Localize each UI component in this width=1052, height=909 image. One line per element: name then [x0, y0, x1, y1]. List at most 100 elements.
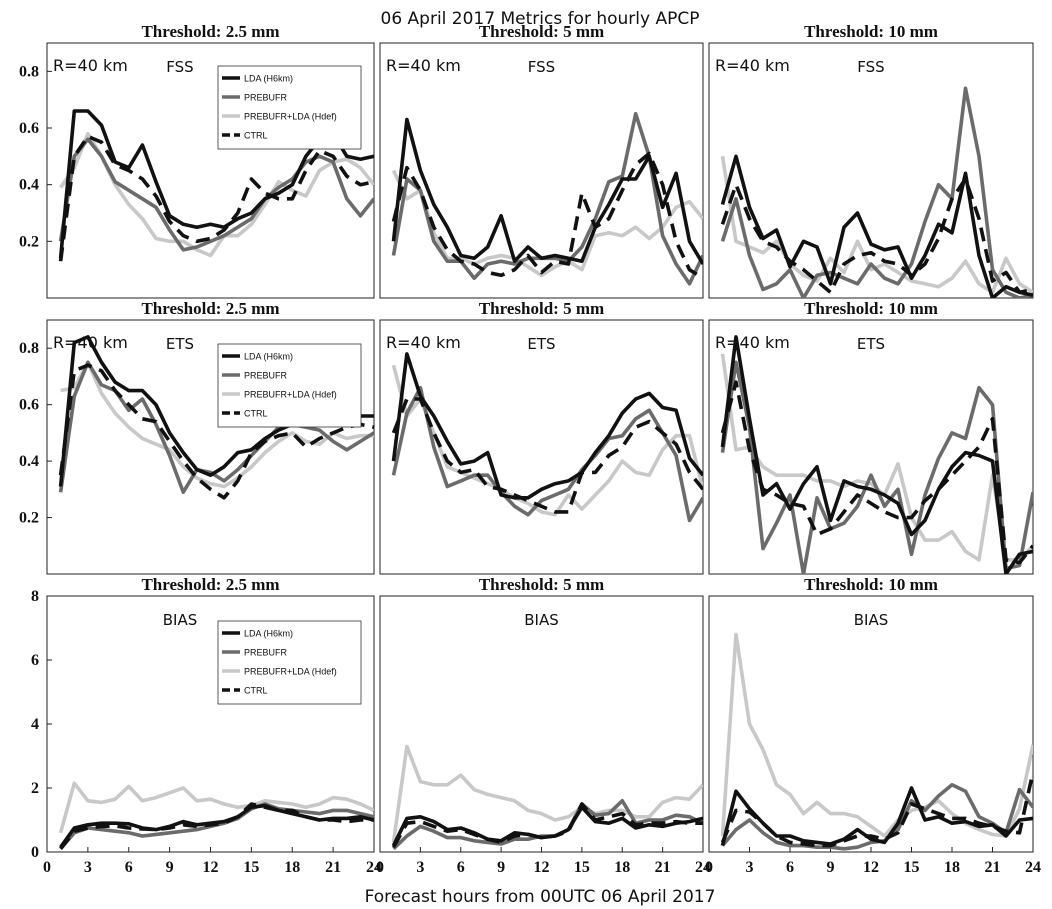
plot-frame: [46, 42, 375, 299]
legend-label: LDA (H6km): [244, 629, 293, 639]
panel-fss-3: Threshold: 10 mm R=40 km FSS: [708, 22, 1034, 299]
y-tick-label: 0.6: [19, 397, 39, 414]
x-tick-label: 24: [1025, 859, 1041, 876]
radius-label: R=40 km: [53, 56, 128, 75]
metric-label: BIAS: [854, 611, 889, 629]
series-line-ctrl: [720, 380, 1033, 565]
x-tick-label: 21: [655, 859, 671, 876]
plot-frame: [379, 42, 704, 299]
plot-frame: [46, 319, 375, 575]
y-tick-label: 8: [31, 588, 39, 605]
series-line-lda-h6km: [391, 352, 703, 500]
panel-title: Threshold: 10 mm: [804, 575, 938, 594]
legend-box: [217, 343, 362, 428]
panel-ets-1: Threshold: 2.5 mm0.20.40.60.8 R=40 km ETSL…: [19, 299, 375, 575]
x-tick-label: 6: [457, 859, 465, 876]
series-line-prebufr-lda-hdef: [391, 744, 703, 843]
panels: Threshold: 2.5 mm 0.2 0.4 0.6 0.8 R=40 km FSS L…: [19, 22, 1041, 876]
legend-label: LDA (H6km): [244, 74, 293, 84]
y-tick-label: 0.8: [19, 340, 39, 357]
series-line-ctrl: [391, 397, 703, 514]
series-line-prebufr-lda-hdef: [58, 781, 374, 834]
x-tick-label: 6: [125, 859, 133, 876]
x-tick-label: 12: [534, 859, 550, 876]
y-tick-label: 0.2: [19, 510, 39, 527]
panel-fss-1: Threshold: 2.5 mm 0.2 0.4 0.6 0.8 R=40 km FSS L…: [19, 22, 375, 299]
series-line-lda-h6km: [391, 805, 703, 847]
legend-label: CTRL: [244, 409, 268, 419]
plot-frame: [708, 595, 1034, 853]
x-tick-label: 9: [166, 859, 174, 876]
metric-label: FSS: [528, 58, 555, 76]
panel-title: Threshold: 10 mm: [804, 22, 938, 41]
x-tick-label: 21: [325, 859, 341, 876]
x-tick-label: 0: [376, 859, 384, 876]
legend-label: PREBUFR: [244, 93, 288, 103]
panel-fss-2: Threshold: 5 mm R=40 km FSS: [379, 22, 704, 299]
y-tick-label: 0: [31, 844, 39, 861]
series-line-prebufr-lda-hdef: [720, 156, 1033, 295]
legend-label: CTRL: [244, 686, 268, 696]
panel-title: Threshold: 2.5 mm: [141, 299, 279, 318]
series-line-prebufr: [720, 86, 1033, 298]
metric-label: ETS: [527, 335, 555, 353]
panel-title: Threshold: 5 mm: [479, 22, 604, 41]
x-tick-label: 15: [574, 859, 590, 876]
x-tick-label: 0: [705, 859, 713, 876]
x-tick-label: 15: [243, 859, 259, 876]
panel-bias-3: Threshold: 10 mm 0 3 6 9 12 15 18 21 24 BIAS: [705, 575, 1041, 876]
legend-label: LDA (H6km): [244, 352, 293, 362]
series-line-ctrl: [58, 134, 374, 262]
plot-frame: [379, 319, 704, 575]
metric-label: FSS: [166, 58, 193, 76]
legend-box: [217, 65, 362, 150]
series-line-prebufr-lda-hdef: [391, 169, 703, 278]
y-tick-label: 0.8: [19, 63, 39, 80]
legend-label: PREBUFR+LDA (Hdef): [244, 667, 337, 677]
x-tick-label: 18: [284, 859, 300, 876]
x-tick-label: 18: [944, 859, 960, 876]
panel-title: Threshold: 5 mm: [479, 575, 604, 594]
y-tick-label: 0.2: [19, 233, 39, 250]
x-tick-label: 3: [746, 859, 754, 876]
series-line-lda-h6km: [720, 154, 1033, 298]
series-line-lda-h6km: [720, 335, 1033, 574]
x-tick-label: 9: [827, 859, 835, 876]
x-tick-label: 3: [84, 859, 92, 876]
series-line-ctrl: [720, 177, 1033, 295]
panel-ets-3: Threshold: 10 mm R=40 km ETS: [708, 299, 1034, 575]
x-tick-label: 12: [863, 859, 879, 876]
metric-label: ETS: [857, 335, 885, 353]
x-tick-label: 15: [904, 859, 920, 876]
plot-frame: [708, 42, 1034, 299]
radius-label: R=40 km: [715, 56, 790, 75]
panel-ets-2: Threshold: 5 mm R=40 km ETS: [379, 299, 704, 575]
x-tick-label: 6: [786, 859, 794, 876]
panel-title: Threshold: 2.5 mm: [141, 22, 279, 41]
panel-title: Threshold: 5 mm: [479, 299, 604, 318]
x-tick-label: 24: [695, 859, 711, 876]
x-tick-label: 9: [497, 859, 505, 876]
y-tick-label: 0.6: [19, 120, 39, 137]
metric-label: FSS: [857, 58, 884, 76]
panel-bias-2: Threshold: 5 mm 0 3 6 9 12 15 18 21 24 BIAS: [376, 575, 711, 876]
series-line-ctrl: [720, 771, 1033, 848]
radius-label: R=40 km: [386, 56, 461, 75]
x-tick-label: 18: [614, 859, 630, 876]
legend-label: PREBUFR: [244, 648, 288, 658]
legend-label: CTRL: [244, 131, 268, 141]
figure-title: 06 April 2017 Metrics for hourly APCP: [381, 9, 700, 29]
y-tick-label: 4: [31, 716, 39, 733]
series-line-prebufr-lda-hdef: [391, 364, 703, 517]
legend: LDA (H6km) PREBUFR PREBUFR+LDA (Hdef) CTRL: [217, 620, 362, 705]
x-tick-label: 12: [203, 859, 219, 876]
x-tick-label: 21: [985, 859, 1001, 876]
series-line-lda-h6km: [720, 786, 1033, 847]
series-line-prebufr-lda-hdef: [720, 632, 1033, 838]
metric-label: BIAS: [163, 611, 198, 629]
legend: LDA (H6km) PREBUFR PREBUFR+LDA (Hdef) CTRL: [217, 65, 362, 150]
metric-label: BIAS: [524, 611, 559, 629]
series-line-ctrl: [391, 802, 703, 849]
panel-title: Threshold: 10 mm: [804, 299, 938, 318]
series-line-ctrl: [58, 363, 374, 500]
